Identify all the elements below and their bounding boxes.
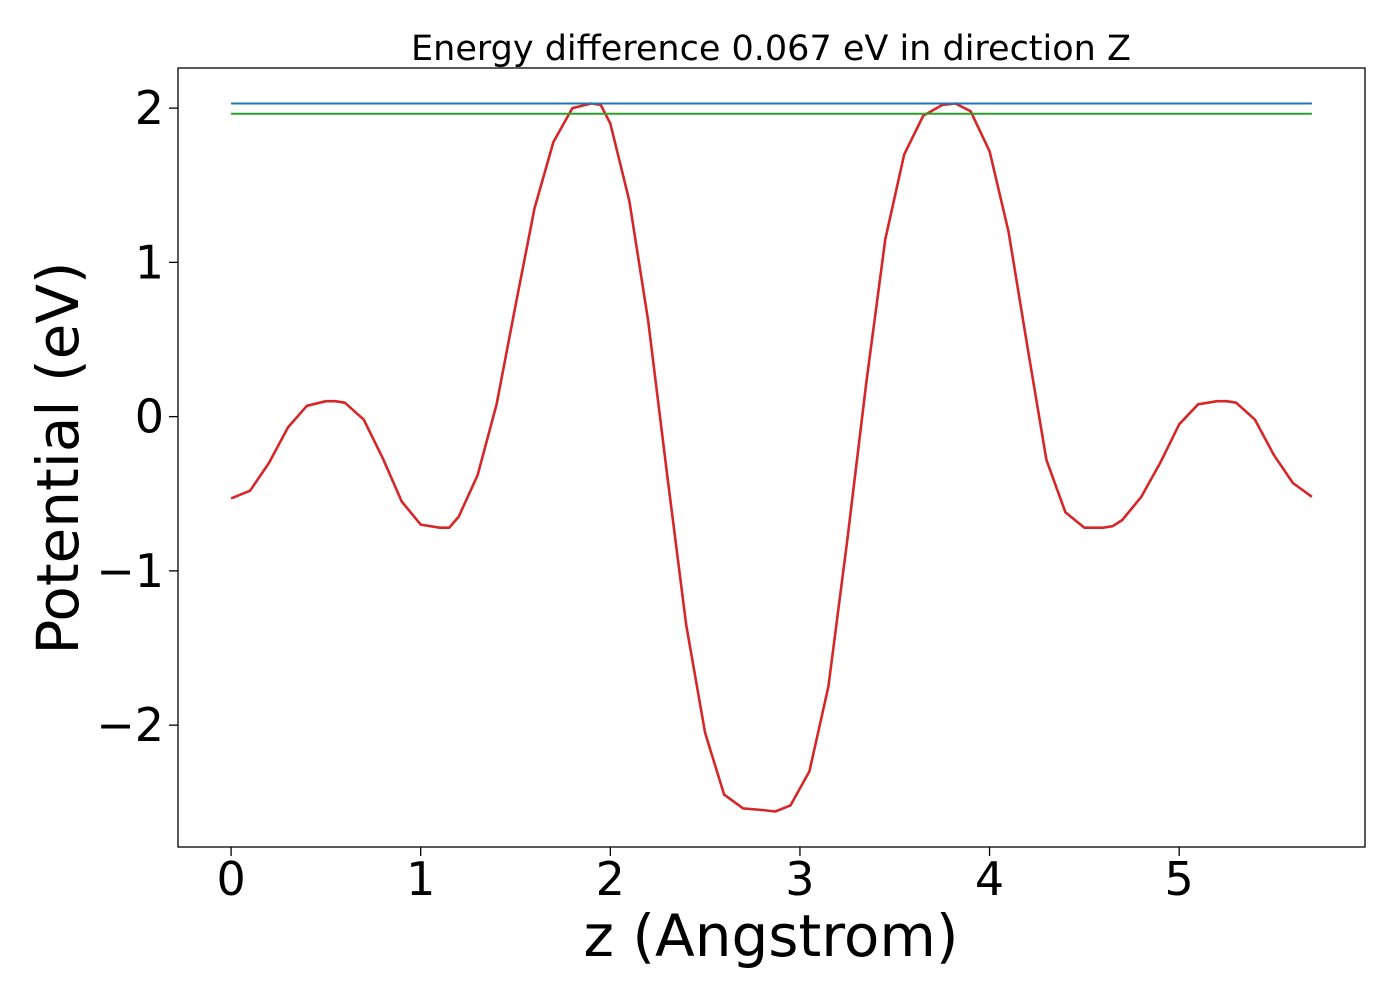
- x-axis: 0 1 2 3 4 5: [216, 847, 1194, 906]
- potential-curve: [230, 102, 1313, 813]
- y-axis-label: Potential (eV): [24, 261, 92, 654]
- x-tick-label: 5: [1165, 852, 1194, 906]
- x-tick-label: 0: [216, 852, 245, 906]
- y-tick-label: 2: [135, 81, 164, 135]
- series-layer: [230, 102, 1313, 813]
- x-tick-label: 4: [975, 852, 1004, 906]
- y-axis: −2 −1 0 1 2: [96, 81, 178, 752]
- plot-area-frame: [177, 67, 1366, 848]
- x-tick-label: 2: [596, 852, 625, 906]
- x-axis-label: z (Angstrom): [584, 902, 959, 970]
- x-tick-label: 3: [785, 852, 814, 906]
- chart-title: Energy difference 0.067 eV in direction …: [411, 29, 1131, 69]
- y-tick-label: 1: [135, 235, 164, 289]
- y-tick-label: 0: [135, 390, 164, 444]
- y-tick-label: −2: [96, 698, 164, 752]
- y-tick-label: −1: [96, 544, 164, 598]
- x-tick-label: 1: [406, 852, 435, 906]
